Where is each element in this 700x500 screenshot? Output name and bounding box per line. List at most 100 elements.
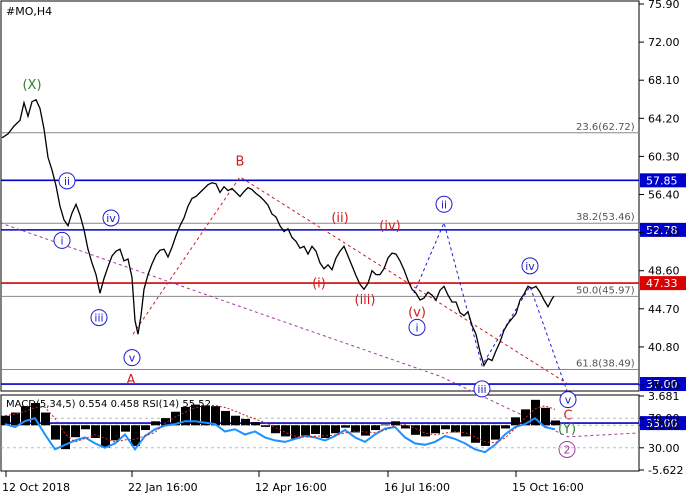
macd-histogram-bar: [371, 425, 380, 431]
levels-layer: 23.6(62.72) 38.2(53.46) 50.0(45.97) 61.8(38…: [1, 122, 686, 431]
fib-level-label: 38.2(53.46): [576, 212, 635, 223]
macd-histogram-bar: [521, 409, 530, 426]
macd-signal-line: [4, 404, 556, 444]
macd-histogram-bar: [231, 415, 240, 426]
macd-histogram-bar: [331, 425, 340, 434]
wave-label: v: [129, 352, 136, 365]
macd-histogram-bar: [131, 425, 140, 446]
wave-label: (iv): [379, 219, 400, 234]
price-tick-label: 52.50: [648, 227, 680, 240]
rsi-line: [4, 416, 556, 454]
time-tick-label: 12 Apr 16:00: [255, 481, 327, 494]
time-tick-label: 15 Oct 16:00: [512, 481, 584, 494]
macd-histogram-bar: [291, 425, 300, 439]
wave-label: ii: [441, 198, 447, 211]
level-tag: [640, 377, 686, 392]
wave-label-circle: [473, 380, 491, 398]
price-series-line: [1, 98, 555, 368]
price-tick-label: 48.60: [648, 265, 680, 278]
macd-histogram-bar: [271, 425, 280, 434]
macd-histogram-bar: [301, 425, 310, 436]
macd-histogram-bar: [541, 407, 550, 426]
indicator-tick-label: 70.00: [648, 412, 680, 425]
wave-label: C: [563, 408, 572, 423]
fib-level-label: 61.8(38.49): [576, 358, 635, 369]
macd-histogram-bar: [361, 425, 370, 436]
price-tick-label: 36.90: [648, 379, 680, 392]
wave-label-circle: [90, 309, 108, 327]
wave-label-circle: [102, 209, 120, 227]
indicator-tick-label: 30.00: [648, 442, 680, 455]
price-layer: [1, 98, 555, 368]
macd-histogram-bar: [61, 425, 70, 450]
macd-histogram-bar: [141, 425, 150, 431]
macd-histogram-bar: [501, 425, 510, 429]
time-tick-label: 22 Jan 16:00: [128, 481, 198, 494]
macd-histogram-bar: [411, 425, 420, 435]
wave-label: (i): [312, 276, 326, 291]
macd-histogram-bar: [41, 412, 50, 426]
price-tick-label: 44.70: [648, 303, 680, 316]
level-tag: [640, 222, 686, 237]
macd-histogram-bar: [71, 425, 80, 438]
macd-histogram-bar: [201, 405, 210, 426]
wave-label: ii: [64, 175, 70, 188]
macd-histogram-bar: [481, 425, 490, 446]
macd-histogram-bar: [151, 421, 160, 426]
wave-label: (v): [408, 306, 426, 321]
wave-label: i: [60, 234, 63, 247]
price-tick-label: 56.40: [648, 189, 680, 202]
level-tag-label: 47.33: [646, 277, 678, 290]
price-tick-label: 68.10: [648, 74, 680, 87]
macd-histogram-bar: [181, 406, 190, 426]
macd-histogram-bar: [171, 411, 180, 426]
macd-histogram-bar: [261, 425, 270, 427]
level-tag-label: 52.78: [646, 224, 678, 237]
indicator-layer: [1, 399, 639, 454]
macd-histogram-bar: [221, 410, 230, 426]
wave-label-circle: [58, 172, 76, 190]
level-tag: [640, 173, 686, 188]
wave-lines-layer: [0, 176, 641, 438]
time-tick-label: 12 Oct 2018: [2, 481, 70, 494]
wave-label-circle: [53, 231, 71, 249]
macd-histogram-bar: [431, 425, 440, 434]
macd-histogram-bar: [441, 425, 450, 430]
macd-histogram-bar: [461, 425, 470, 437]
macd-histogram-bar: [51, 425, 60, 440]
level-tag: [640, 416, 686, 431]
wave-label: 2: [564, 443, 571, 456]
macd-histogram-bar: [121, 425, 130, 432]
wave-label: (Y): [558, 422, 576, 437]
axis-layer: 75.90 72.00 68.10 64.20 60.30 56.40 52.50 48.60…: [2, 0, 683, 494]
wave-label-circle: [123, 349, 141, 367]
fib-level-label: 23.6(62.72): [576, 122, 635, 133]
macd-histogram-bar: [351, 425, 360, 433]
macd-histogram-bar: [491, 425, 500, 440]
blue-wave-line: [413, 221, 569, 394]
fib-level-label: 50.0(45.97): [576, 285, 635, 296]
time-tick-label: 16 Jul 16:00: [384, 481, 450, 494]
level-tag-label: 33.00: [646, 417, 678, 430]
wave-label-circle: [521, 257, 539, 275]
level-tag-label: 37.00: [646, 378, 678, 391]
wave-label: iii: [477, 383, 486, 396]
wave-label: v: [565, 394, 572, 407]
macd-histogram-bar: [91, 425, 100, 439]
level-tag-label: 57.85: [646, 174, 678, 187]
wave-label: (X): [22, 78, 41, 93]
macd-histogram-bar: [401, 425, 410, 429]
macd-histogram-bar: [451, 425, 460, 433]
macd-histogram-bar: [11, 412, 20, 426]
macd-histogram-bar: [191, 404, 200, 426]
wave-label: i: [415, 321, 418, 334]
macd-histogram-bar: [251, 422, 260, 426]
macd-histogram-bar: [81, 425, 90, 430]
main-plot-frame: [0, 0, 640, 392]
macd-histogram-bar: [31, 403, 40, 426]
wave-label-circle: [559, 391, 577, 409]
price-tick-label: 60.30: [648, 150, 680, 163]
macd-histogram-bar: [281, 425, 290, 437]
wave-label: iv: [525, 260, 535, 273]
